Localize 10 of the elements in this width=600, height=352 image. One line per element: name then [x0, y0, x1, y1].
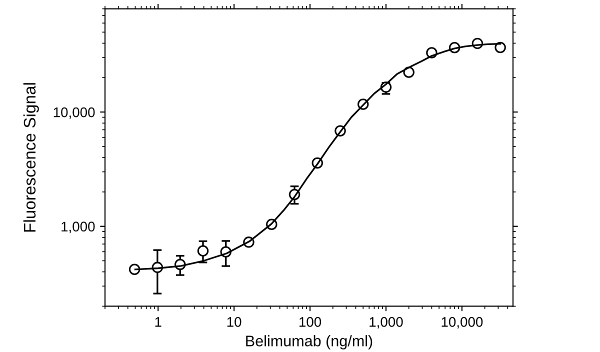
point — [494, 42, 506, 54]
x-tick-label: 10,000 — [442, 317, 483, 328]
point — [197, 245, 209, 257]
x-tick-label: 1,000 — [370, 317, 403, 328]
point — [128, 264, 140, 276]
x-axis-title: Belimumab (ng/ml) — [246, 335, 372, 350]
y-axis-title: Fluorescence Signal — [23, 83, 39, 232]
x-tick-label: 1 — [155, 317, 162, 327]
x-tick-label: 10 — [227, 317, 242, 327]
x-tick-label: 100 — [299, 317, 322, 327]
